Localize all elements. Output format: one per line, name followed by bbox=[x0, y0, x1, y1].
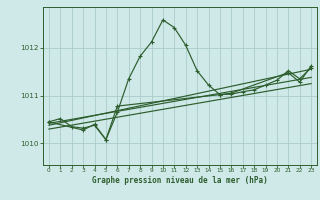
X-axis label: Graphe pression niveau de la mer (hPa): Graphe pression niveau de la mer (hPa) bbox=[92, 176, 268, 185]
